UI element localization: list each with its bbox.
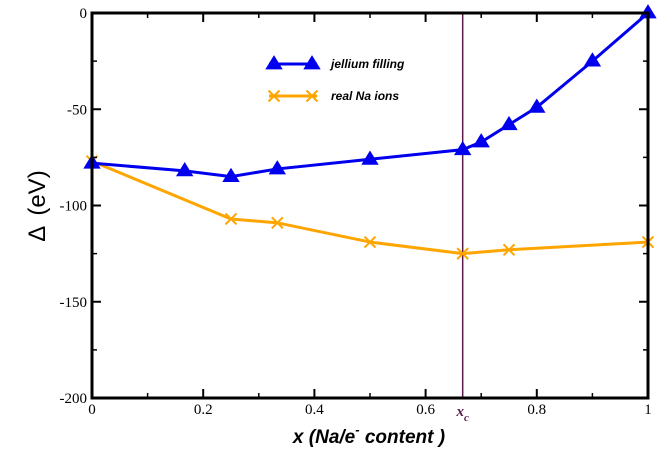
x-axis-label-sup: - (355, 422, 359, 437)
series-1-point-5 (502, 243, 516, 256)
series-0-point-9 (583, 52, 602, 67)
series-1-point-1-stroke-b (224, 212, 238, 226)
y-tick-label-3: -150 (60, 295, 88, 311)
x-tick-label-0: 0 (88, 402, 96, 418)
x-tick-label-4: 0.8 (527, 402, 546, 418)
y-tick-label-1: -50 (67, 102, 87, 118)
x-axis-label: x (Na/e- content ) (292, 422, 445, 448)
x-tick-label-5: 1 (644, 402, 652, 418)
series-1-point-2-stroke-b (271, 216, 284, 230)
y-axis-label: Δ (eV) (24, 170, 51, 241)
legend-marker-0-b (303, 55, 321, 70)
y-axis-unit: (eV) (24, 170, 51, 215)
legend-marker-1-a (267, 89, 281, 103)
y-tick-label-2: -100 (60, 199, 88, 215)
series-0-point-4 (361, 150, 379, 165)
series-0-point-1 (175, 162, 194, 177)
legend-label-0: jellium filling (329, 57, 405, 71)
axes-layer: 0 0.2 0.4 0.6 0.8 1 0 -50 -100 -150 -200 xc (60, 6, 652, 424)
series-line-1 (91, 159, 649, 256)
series-0-point-5 (453, 140, 472, 156)
x-tick-label-2: 0.4 (305, 402, 324, 418)
y-axis-symbol: Δ (24, 226, 51, 242)
x-axis-label-suffix: content ) (360, 427, 446, 448)
series-1-point-2 (271, 216, 284, 230)
xc-label: xc (455, 404, 469, 424)
xc-label-sub: c (464, 412, 469, 424)
series-1-point-5-stroke-b (502, 243, 516, 256)
series-0-point-8 (528, 98, 546, 113)
series-0-point-7 (500, 115, 518, 131)
series-0-point-6 (472, 133, 490, 148)
legend-marker-0-a (265, 55, 283, 70)
x-tick-label-3: 0.6 (416, 402, 435, 418)
legend-label-1: real Na ions (331, 89, 399, 103)
x-tick-label-1: 0.2 (194, 402, 213, 418)
series-1-point-4 (456, 247, 469, 260)
legend: jellium filling real Na ions (265, 55, 405, 103)
series-1-point-3 (363, 235, 377, 249)
xc-label-main: x (455, 404, 464, 420)
y-tick-label-4: -200 (60, 391, 88, 407)
series-1-point-4-stroke-b (456, 247, 469, 260)
series-0-point-2 (222, 167, 240, 183)
legend-marker-1-a-stroke-b (267, 89, 281, 103)
series-1-point-1 (224, 212, 238, 226)
plot-layer (83, 4, 657, 398)
legend-marker-1-b (305, 89, 319, 103)
y-tick-label-0: 0 (80, 6, 88, 22)
series-0-point-3 (268, 160, 287, 175)
series-1-point-3-stroke-b (363, 235, 377, 249)
series-0-point-10 (639, 4, 657, 19)
x-axis-label-prefix: x (Na/e (292, 427, 356, 448)
legend-marker-1-b-stroke-b (305, 89, 319, 103)
